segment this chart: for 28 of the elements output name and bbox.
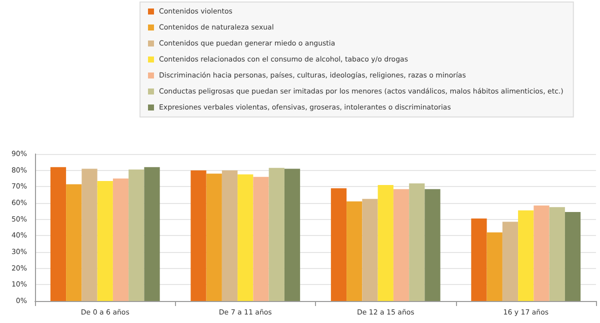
bar [82,168,98,301]
bar [393,189,410,301]
bar [346,201,362,301]
bar [268,168,284,301]
bar [97,180,113,301]
bar [128,170,144,301]
bar [471,218,487,301]
bar [112,178,129,301]
bar [50,167,66,301]
bar [549,207,565,301]
bar [502,222,518,301]
bar [424,189,440,301]
bar [330,188,347,301]
bar [253,176,269,301]
bar [518,210,534,301]
bar [190,170,206,301]
bar [222,170,238,301]
bar [409,183,425,301]
bar [362,198,378,301]
bar [378,185,394,301]
bar [486,232,502,301]
bar [284,168,300,301]
bar [66,184,82,301]
bar [534,205,550,301]
bar [238,174,254,301]
bar [144,167,160,301]
bar [564,212,581,301]
bar [206,174,222,301]
